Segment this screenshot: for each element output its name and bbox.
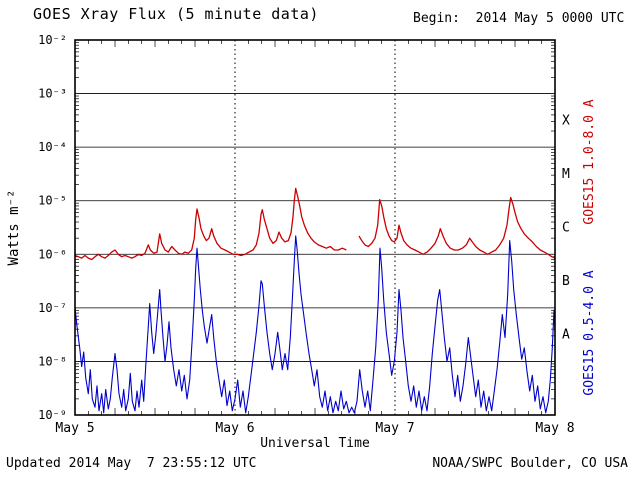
- flare-class-label: A: [562, 328, 570, 343]
- y-tick-label: 10⁻⁹: [38, 408, 67, 422]
- begin-time-label: Begin: 2014 May 5 0000 UTC: [413, 11, 625, 26]
- chart-title: GOES Xray Flux (5 minute data): [33, 5, 319, 23]
- x-axis-title: Universal Time: [260, 436, 370, 451]
- flare-class-label: C: [562, 221, 570, 236]
- y-tick-label: 10⁻⁷: [38, 301, 67, 315]
- x-tick-label: May 5: [55, 421, 94, 436]
- x-tick-label: May 7: [375, 421, 414, 436]
- y-tick-label: 10⁻⁵: [38, 194, 67, 208]
- updated-timestamp: Updated 2014 May 7 23:55:12 UTC: [6, 456, 257, 471]
- legend-goes15-short-channel: GOES15 0.5-4.0 A: [582, 270, 597, 396]
- plot-border: [74, 39, 556, 416]
- y-tick-label: 10⁻⁸: [38, 354, 67, 368]
- series-path-short: [74, 235, 556, 414]
- legend-goes15-long-channel: GOES15 1.0-8.0 A: [582, 99, 597, 225]
- x-tick-label: May 6: [215, 421, 254, 436]
- y-tick-label: 10⁻⁶: [38, 247, 67, 261]
- y-tick-label: 10⁻²: [38, 33, 67, 47]
- source-credit: NOAA/SWPC Boulder, CO USA: [432, 456, 628, 471]
- y-tick-label: 10⁻⁴: [38, 140, 67, 154]
- y-axis-title: Watts m⁻²: [6, 189, 22, 266]
- y-tick-label: 10⁻³: [38, 87, 67, 101]
- flare-class-label: X: [562, 113, 570, 128]
- series-path-long: [74, 187, 347, 261]
- flare-class-label: B: [562, 274, 570, 289]
- x-tick-label: May 8: [535, 421, 574, 436]
- flare-class-label: M: [562, 167, 570, 182]
- series-path-long: [358, 196, 556, 259]
